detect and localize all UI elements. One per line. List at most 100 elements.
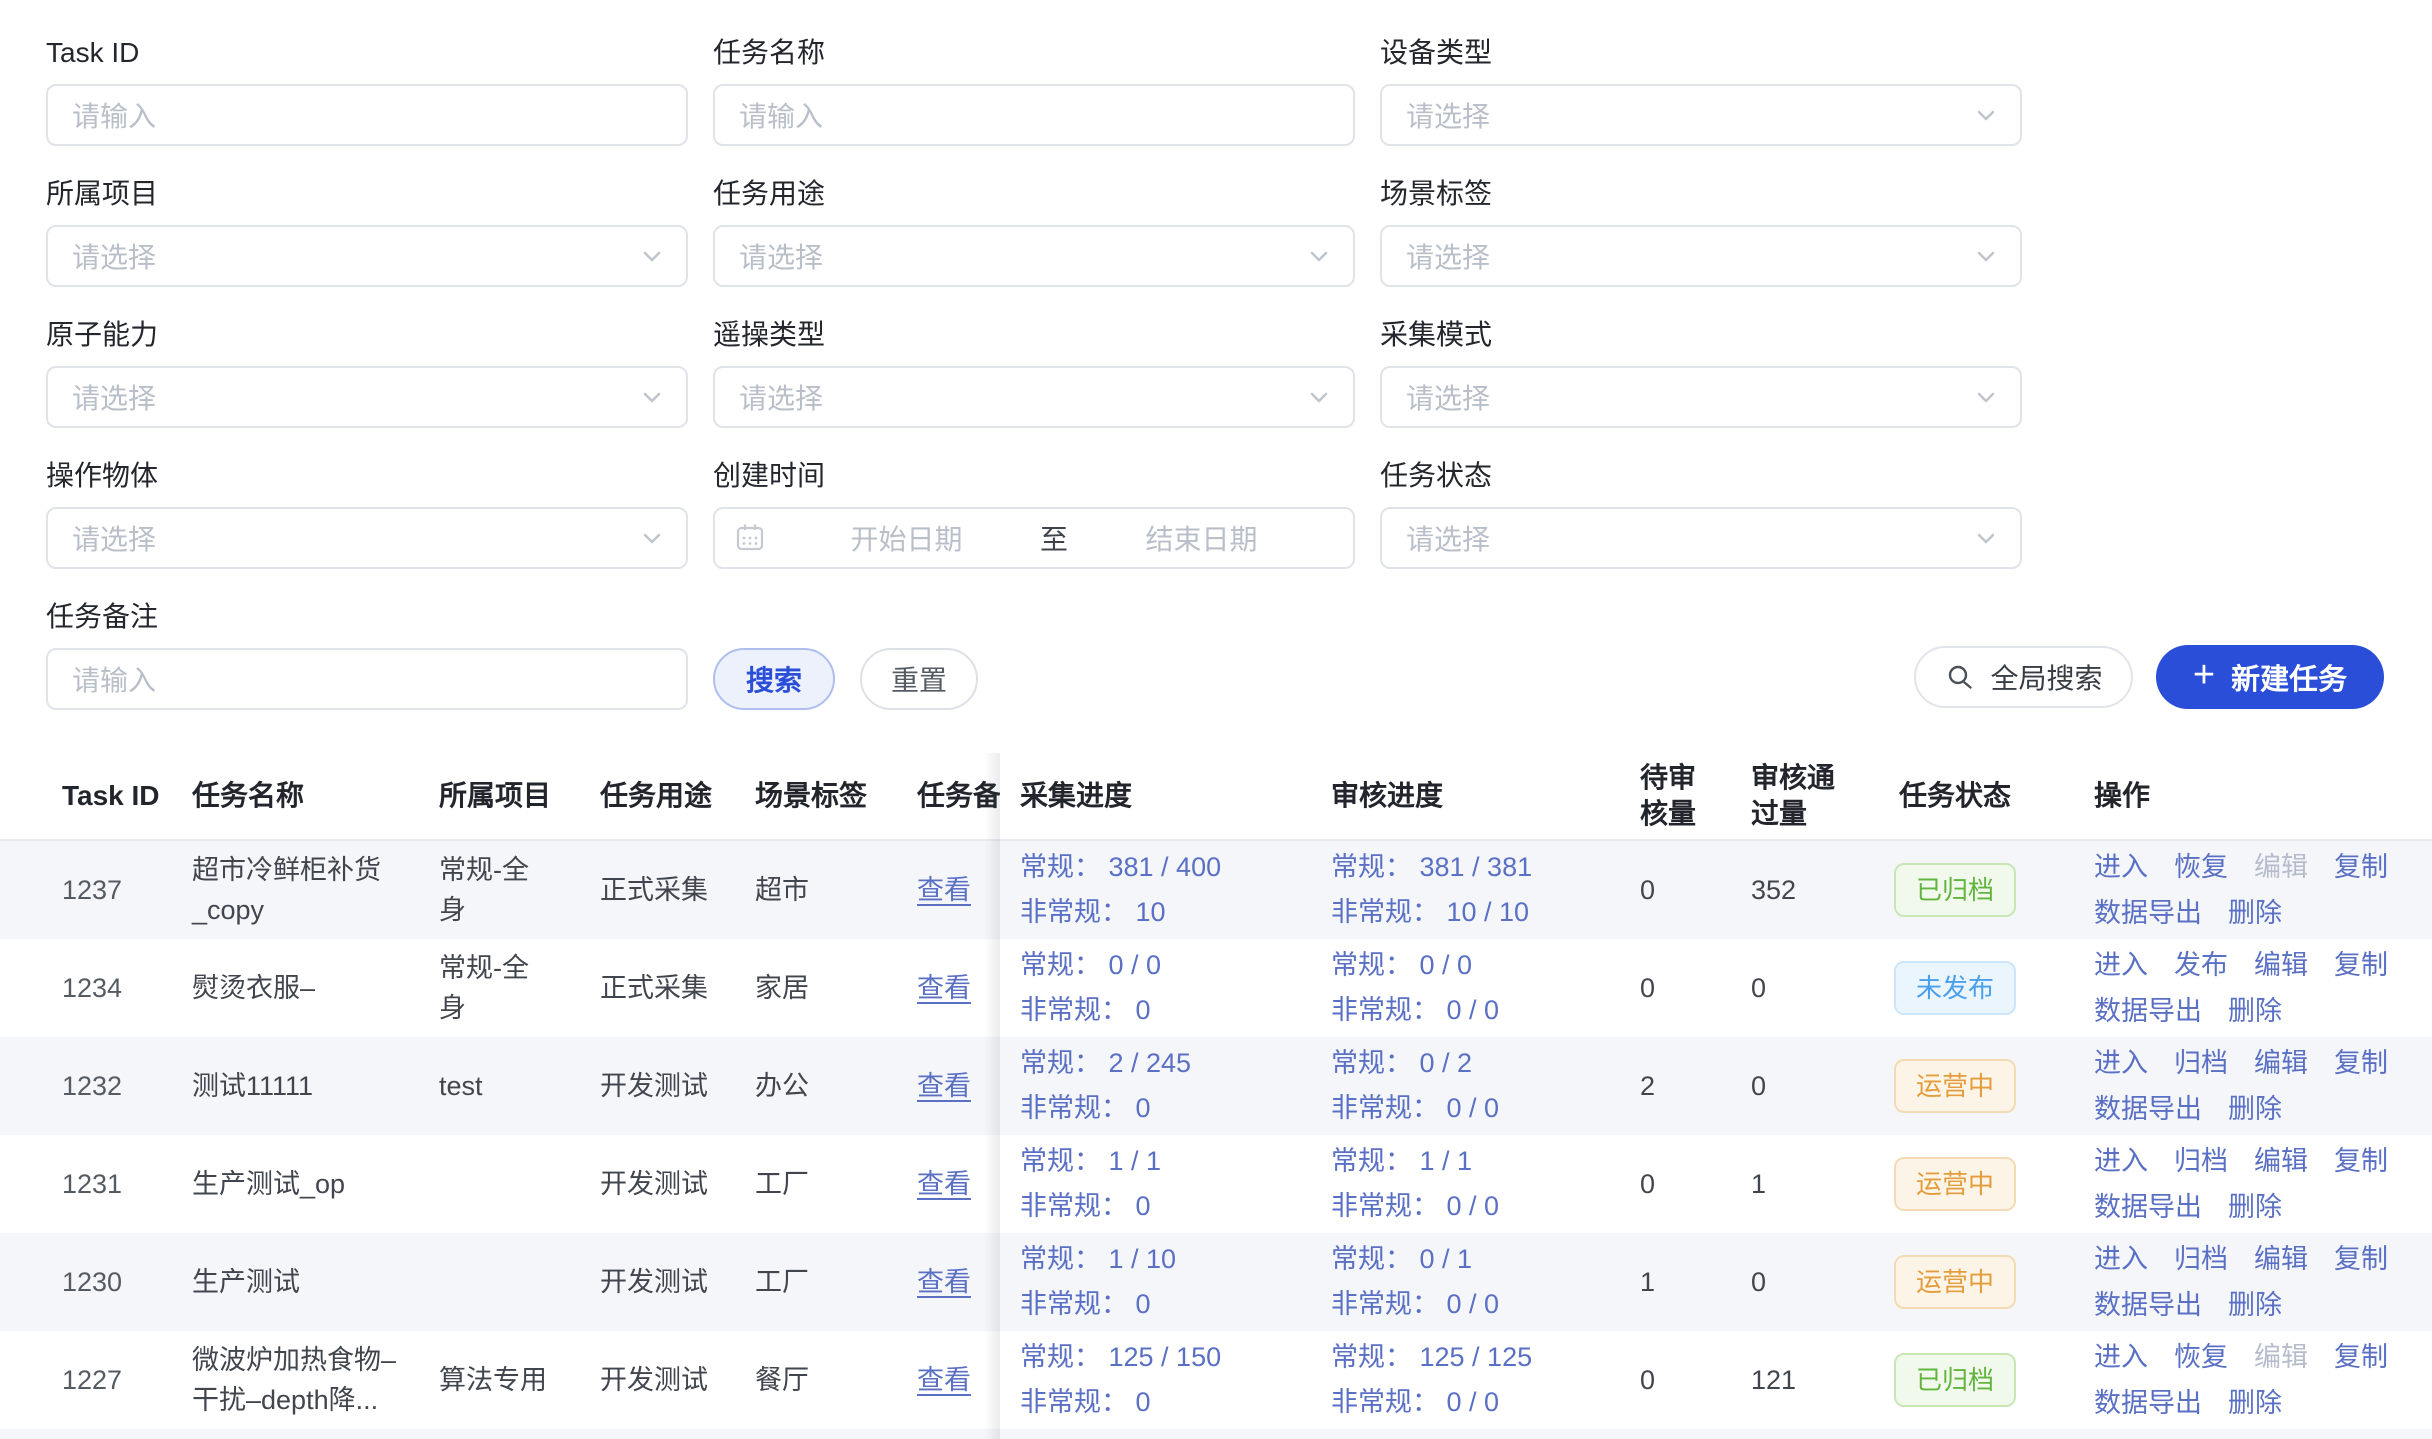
chevron-down-icon [1970,240,2002,272]
filter-label: 遥操类型 [713,319,826,350]
status-badge: 运营中 [1893,1255,2016,1309]
action-archive[interactable]: 归档 [2174,1244,2228,1274]
table-row[interactable]: 1227 微波炉加热食物–干扰–depth降... 算法专用 开发测试 餐厅 查… [0,1331,2432,1429]
action-copy[interactable]: 复制 [2334,1048,2388,1078]
action-export[interactable]: 数据导出 [2094,898,2202,928]
device-type-select[interactable]: 请选择 [1380,84,2022,146]
filter-label: 场景标签 [1380,178,1493,209]
action-copy[interactable]: 复制 [2334,950,2388,980]
view-remark-link[interactable]: 查看 [917,1365,971,1395]
view-remark-link[interactable]: 查看 [917,875,971,905]
task-id-input[interactable]: 请输入 [46,84,688,146]
table-row[interactable]: 1231 生产测试_op 开发测试 工厂 查看 常规： 1 / 1 非常规： 0 … [0,1135,2432,1233]
operate-object-select[interactable]: 请选择 [46,507,688,569]
task-name-input[interactable]: 请输入 [713,84,1355,146]
placeholder-text: 请选择 [72,242,157,273]
action-delete[interactable]: 删除 [2228,898,2282,928]
placeholder-text: 请选择 [72,383,157,414]
placeholder-text: 请输入 [72,101,157,132]
cell-task-name: 超市冷鲜柜补货_copy [192,855,381,925]
cell-task-id: 1227 [62,1365,123,1395]
filter-label: 任务状态 [1380,460,1493,491]
action-copy[interactable]: 复制 [2334,1146,2388,1176]
table-row[interactable]: 1234 熨烫衣服– 常规-全身 正式采集 家居 查看 常规： 0 / 0 非常规… [0,939,2432,1037]
action-enter[interactable]: 进入 [2094,1048,2148,1078]
cell-task-id: 1230 [62,1267,123,1297]
cell-pending-count: 0 [1640,875,1656,905]
chevron-down-icon [636,381,668,413]
atomic-ability-select[interactable]: 请选择 [46,366,688,428]
filter-label: Task ID [46,37,140,68]
global-search-button[interactable]: 全局搜索 [1914,646,2133,708]
action-restore[interactable]: 恢复 [2174,852,2228,882]
cell-task-name: 生产测试 [192,1267,300,1297]
action-edit[interactable]: 编辑 [2254,1244,2308,1274]
action-enter[interactable]: 进入 [2094,1244,2148,1274]
scene-tag-select[interactable]: 请选择 [1380,225,2022,287]
start-date-input[interactable]: 开始日期 [850,524,963,555]
create-task-button[interactable]: + 新建任务 [2156,645,2384,709]
end-date-input[interactable]: 结束日期 [1145,524,1258,555]
search-button[interactable]: 搜索 [713,648,835,710]
placeholder-text: 请选择 [1406,383,1491,414]
action-delete[interactable]: 删除 [2228,1094,2282,1124]
cell-review-progress: 常规： 381 / 381 非常规： 10 / 10 [1331,852,1533,927]
action-copy[interactable]: 复制 [2334,1244,2388,1274]
action-delete[interactable]: 删除 [2228,1290,2282,1320]
action-enter[interactable]: 进入 [2094,852,2148,882]
filter-field-create-time: 创建时间 开始日期 至 结束日期 [713,459,1355,569]
action-enter[interactable]: 进入 [2094,1342,2148,1372]
cell-purpose: 开发测试 [600,1365,708,1395]
action-copy[interactable]: 复制 [2334,852,2388,882]
action-archive[interactable]: 归档 [2174,1146,2228,1176]
action-delete[interactable]: 删除 [2228,1388,2282,1418]
action-enter[interactable]: 进入 [2094,1146,2148,1176]
action-enter[interactable]: 进入 [2094,950,2148,980]
action-export[interactable]: 数据导出 [2094,1388,2202,1418]
action-edit[interactable]: 编辑 [2254,1048,2308,1078]
cell-scene-tag: 家居 [755,973,809,1003]
action-export[interactable]: 数据导出 [2094,996,2202,1026]
filter-label: 任务备注 [46,601,159,632]
chevron-down-icon [1303,381,1335,413]
search-icon [1944,661,1976,693]
chevron-down-icon [1970,522,2002,554]
header-task-id: Task ID [62,780,160,811]
action-copy[interactable]: 复制 [2334,1342,2388,1372]
status-badge: 未发布 [1893,961,2016,1015]
action-edit[interactable]: 编辑 [2254,1146,2308,1176]
table-row[interactable]: 1232 测试11111 test 开发测试 办公 查看 常规： 2 / 245… [0,1037,2432,1135]
action-publish[interactable]: 发布 [2174,950,2228,980]
view-remark-link[interactable]: 查看 [917,1071,971,1101]
collect-mode-select[interactable]: 请选择 [1380,366,2022,428]
action-edit[interactable]: 编辑 [2254,852,2308,882]
view-remark-link[interactable]: 查看 [917,973,971,1003]
action-edit[interactable]: 编辑 [2254,1342,2308,1372]
project-select[interactable]: 请选择 [46,225,688,287]
create-time-range-picker[interactable]: 开始日期 至 结束日期 [713,507,1355,569]
header-pending-count: 待审核量 [1640,762,1697,829]
task-remark-input[interactable]: 请输入 [46,648,688,710]
table-row[interactable]: 1237 超市冷鲜柜补货_copy 常规-全身 正式采集 超市 查看 常规： 3… [0,841,2432,939]
cell-approved-count: 0 [1751,1267,1767,1297]
chevron-down-icon [1970,381,2002,413]
action-export[interactable]: 数据导出 [2094,1094,2202,1124]
action-edit[interactable]: 编辑 [2254,950,2308,980]
view-remark-link[interactable]: 查看 [917,1267,971,1297]
cell-purpose: 正式采集 [600,875,708,905]
action-export[interactable]: 数据导出 [2094,1290,2202,1320]
reset-button[interactable]: 重置 [860,648,978,710]
filter-field-scene-tag: 场景标签 请选择 [1380,177,2022,287]
teleop-type-select[interactable]: 请选择 [713,366,1355,428]
action-delete[interactable]: 删除 [2228,1192,2282,1222]
action-archive[interactable]: 归档 [2174,1048,2228,1078]
cell-task-id: 1234 [62,973,123,1003]
task-status-select[interactable]: 请选择 [1380,507,2022,569]
action-delete[interactable]: 删除 [2228,996,2282,1026]
action-restore[interactable]: 恢复 [2174,1342,2228,1372]
table-row[interactable]: 1230 生产测试 开发测试 工厂 查看 常规： 1 / 10 非常规： 0 常规… [0,1233,2432,1331]
action-export[interactable]: 数据导出 [2094,1192,2202,1222]
view-remark-link[interactable]: 查看 [917,1169,971,1199]
cell-collect-progress: 常规： 0 / 0 非常规： 0 [1020,950,1162,1025]
purpose-select[interactable]: 请选择 [713,225,1355,287]
